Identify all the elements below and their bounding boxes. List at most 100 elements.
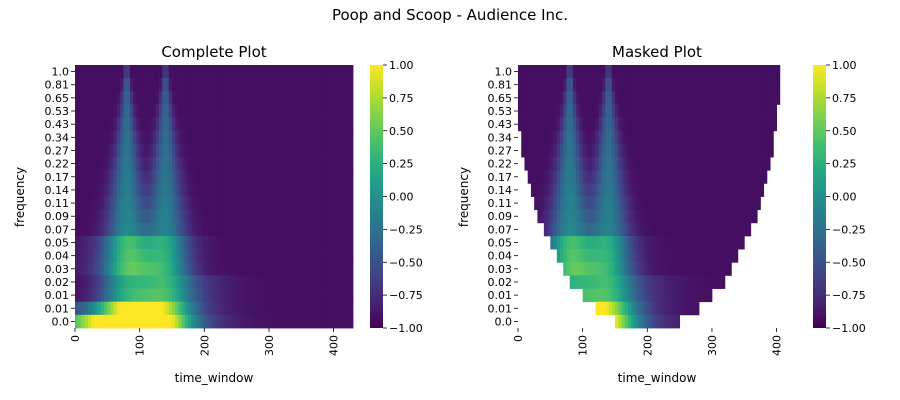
heatmap-cell: [75, 262, 79, 276]
heatmap-cell: [556, 78, 561, 92]
heatmap-cell: [711, 235, 716, 250]
heatmap-cell: [669, 301, 674, 316]
heatmap-cell: [259, 183, 263, 197]
heatmap-cell: [262, 183, 267, 197]
heatmap-cell: [120, 301, 124, 316]
heatmap-cell: [734, 104, 739, 118]
heatmap-cell: [94, 222, 99, 237]
heatmap-cell: [650, 170, 655, 184]
heatmap-cell: [637, 288, 642, 303]
heatmap-cell: [657, 209, 661, 224]
heatmap-cell: [647, 314, 651, 329]
heatmap-cell: [705, 65, 710, 79]
heatmap-cell: [699, 249, 703, 263]
heatmap-cell: [553, 143, 558, 158]
y-tick-label: 0.14: [488, 184, 513, 197]
heatmap-cell: [621, 130, 626, 145]
heatmap-cell: [87, 170, 92, 184]
heatmap-cell: [207, 183, 212, 197]
heatmap-cell: [699, 104, 703, 118]
heatmap-cell: [569, 104, 574, 118]
heatmap-cell: [194, 275, 199, 289]
heatmap-cell: [239, 301, 244, 316]
heatmap-cell: [223, 235, 228, 250]
heatmap-cell: [534, 78, 538, 92]
heatmap-cell: [223, 249, 228, 263]
heatmap-cell: [627, 262, 632, 276]
heatmap-cell: [136, 209, 141, 224]
heatmap-cell: [301, 157, 305, 171]
heatmap-cell: [188, 104, 192, 118]
heatmap-cell: [595, 143, 600, 158]
heatmap-cell: [230, 157, 234, 171]
heatmap-cell: [217, 288, 221, 303]
heatmap-cell: [236, 222, 241, 237]
heatmap-cell: [527, 65, 532, 79]
heatmap-cell: [708, 170, 713, 184]
heatmap-cell: [708, 249, 713, 263]
heatmap-cell: [666, 78, 671, 92]
heatmap-cell: [760, 91, 765, 105]
heatmap-cell: [608, 130, 613, 145]
heatmap-cell: [117, 262, 121, 276]
heatmap-cell: [210, 196, 215, 211]
heatmap-cell: [259, 249, 263, 263]
heatmap-cell: [129, 301, 134, 316]
heatmap-cell: [304, 117, 309, 132]
heatmap-cell: [721, 130, 726, 145]
heatmap-cell: [605, 130, 609, 145]
heatmap-cell: [330, 143, 334, 158]
heatmap-cell: [724, 249, 729, 263]
heatmap-cell: [207, 117, 212, 132]
heatmap-cell: [126, 157, 131, 171]
heatmap-cell: [572, 78, 577, 92]
heatmap-cell: [728, 249, 732, 263]
heatmap-cell: [204, 104, 208, 118]
heatmap-cell: [126, 196, 131, 211]
heatmap-cell: [673, 170, 677, 184]
heatmap-cell: [162, 65, 166, 79]
heatmap-cell: [595, 288, 600, 303]
heatmap-cell: [246, 301, 250, 316]
heatmap-cell: [582, 183, 587, 197]
heatmap-cell: [527, 117, 532, 132]
heatmap-cell: [608, 78, 613, 92]
heatmap-cell: [673, 275, 677, 289]
heatmap-cell: [201, 117, 205, 132]
y-tick-label: 0.0: [52, 315, 70, 328]
heatmap-cell: [142, 91, 147, 105]
heatmap-cell: [252, 104, 257, 118]
heatmap-cell: [715, 91, 719, 105]
heatmap-cell: [647, 104, 651, 118]
heatmap-cell: [605, 143, 609, 158]
heatmap-cell: [682, 249, 687, 263]
x-tick-label: 100: [134, 335, 147, 356]
heatmap-cell: [560, 130, 564, 145]
heatmap-cell: [223, 65, 228, 79]
heatmap-cell: [104, 104, 108, 118]
heatmap-cell: [126, 117, 131, 132]
heatmap-cell: [550, 183, 554, 197]
heatmap-cell: [621, 262, 626, 276]
heatmap-cell: [349, 301, 354, 316]
heatmap-cell: [653, 157, 658, 171]
heatmap-cell: [146, 143, 150, 158]
heatmap-cell: [621, 301, 626, 316]
heatmap-cell: [589, 130, 593, 145]
heatmap-cell: [728, 170, 732, 184]
heatmap-cell: [243, 170, 247, 184]
heatmap-cell: [317, 157, 322, 171]
heatmap-cell: [75, 249, 79, 263]
heatmap-cell: [139, 183, 144, 197]
x-tick-label: 0: [69, 335, 82, 342]
heatmap-cell: [217, 314, 221, 329]
heatmap-cell: [572, 117, 577, 132]
heatmap-cell: [711, 104, 716, 118]
heatmap-cell: [640, 157, 645, 171]
heatmap-cell: [721, 249, 726, 263]
heatmap-cell: [605, 235, 609, 250]
heatmap-cell: [139, 196, 144, 211]
heatmap-cell: [621, 78, 626, 92]
heatmap-cell: [272, 65, 276, 79]
heatmap-cell: [708, 117, 713, 132]
